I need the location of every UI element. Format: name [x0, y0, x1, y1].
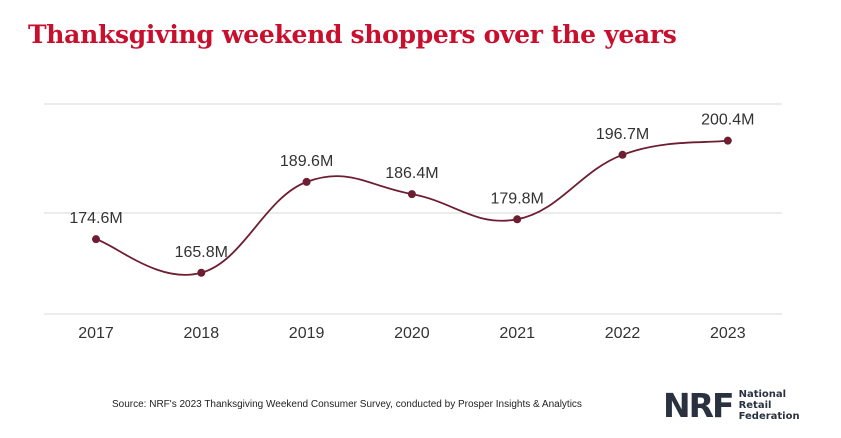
- logo-mark: NRF: [663, 386, 735, 425]
- data-label-2023: 200.4M: [701, 112, 754, 129]
- data-point-2019: [302, 177, 311, 186]
- data-points: [92, 136, 732, 277]
- source-note: Source: NRF's 2023 Thanksgiving Weekend …: [112, 399, 582, 410]
- chart-title: Thanksgiving weekend shoppers over the y…: [28, 20, 677, 49]
- x-axis-ticks: 2017 2018 2019 2020 2021 2022 2023: [78, 325, 745, 342]
- data-point-2018: [197, 268, 206, 277]
- logo-line-3: Federation: [738, 411, 800, 422]
- data-point-2021: [513, 215, 522, 224]
- data-point-2020: [407, 190, 416, 199]
- x-tick-2022: 2022: [605, 325, 641, 342]
- data-label-2017: 174.6M: [69, 210, 122, 227]
- data-label-2018: 165.8M: [175, 244, 228, 261]
- x-tick-2019: 2019: [289, 325, 325, 342]
- logo-line-1: National: [738, 389, 787, 400]
- data-label-2020: 186.4M: [385, 165, 438, 182]
- x-tick-2023: 2023: [710, 325, 746, 342]
- logo-line-2: Retail: [738, 400, 772, 411]
- data-point-2017: [92, 235, 100, 244]
- data-label-2021: 179.8M: [491, 190, 544, 207]
- logo-wordmark: National Retail Federation: [739, 389, 800, 422]
- x-tick-2018: 2018: [184, 325, 220, 342]
- gridlines: [44, 103, 782, 315]
- data-point-2022: [618, 150, 627, 159]
- x-tick-2020: 2020: [394, 325, 430, 342]
- x-tick-2017: 2017: [78, 325, 114, 342]
- nrf-logo: NRF National Retail Federation: [663, 389, 800, 422]
- data-label-2019: 189.6M: [280, 153, 333, 170]
- data-labels: 174.6M 165.8M 189.6M 186.4M 179.8M 196.7M 200.…: [69, 112, 754, 261]
- data-label-2022: 196.7M: [596, 126, 649, 143]
- x-tick-2021: 2021: [499, 325, 535, 342]
- data-point-2023: [723, 136, 732, 145]
